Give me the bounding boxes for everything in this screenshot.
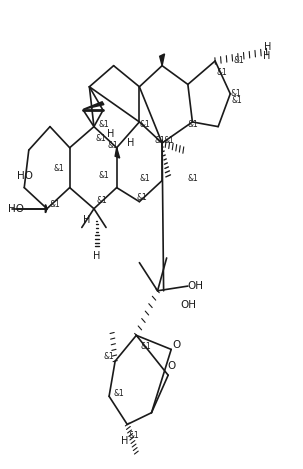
Text: OH: OH bbox=[180, 300, 196, 310]
Text: H: H bbox=[264, 42, 271, 52]
Text: &1: &1 bbox=[96, 196, 107, 205]
Text: OH: OH bbox=[188, 281, 204, 291]
Polygon shape bbox=[160, 54, 165, 66]
Text: HO: HO bbox=[8, 204, 24, 214]
Text: &1: &1 bbox=[129, 431, 139, 440]
Text: &1: &1 bbox=[98, 171, 109, 181]
Text: &1: &1 bbox=[233, 56, 244, 66]
Text: O: O bbox=[173, 340, 181, 350]
Text: &1: &1 bbox=[114, 389, 124, 399]
Text: H: H bbox=[107, 129, 114, 139]
Text: &1: &1 bbox=[108, 141, 118, 150]
Text: &1: &1 bbox=[98, 120, 109, 129]
Text: H: H bbox=[83, 215, 90, 226]
Text: &1: &1 bbox=[155, 136, 165, 145]
Text: &1: &1 bbox=[164, 136, 174, 145]
Text: HO: HO bbox=[17, 171, 33, 181]
Text: H: H bbox=[121, 436, 128, 446]
Polygon shape bbox=[115, 148, 120, 158]
Text: &1: &1 bbox=[139, 174, 150, 183]
Text: H: H bbox=[127, 138, 134, 148]
Text: &1: &1 bbox=[136, 193, 147, 203]
Polygon shape bbox=[45, 204, 47, 213]
Text: &1: &1 bbox=[231, 96, 242, 106]
Text: &1: &1 bbox=[188, 120, 198, 129]
Text: H: H bbox=[93, 251, 101, 261]
Text: &1: &1 bbox=[103, 352, 114, 361]
Text: &1: &1 bbox=[49, 200, 60, 210]
Text: &1: &1 bbox=[95, 134, 106, 143]
Text: H: H bbox=[263, 51, 270, 61]
Polygon shape bbox=[45, 205, 47, 212]
Text: &1: &1 bbox=[141, 342, 152, 351]
Text: O: O bbox=[167, 361, 175, 371]
Polygon shape bbox=[83, 102, 104, 109]
Text: &1: &1 bbox=[217, 68, 227, 77]
Text: &1: &1 bbox=[139, 120, 150, 129]
Text: &1: &1 bbox=[230, 89, 241, 98]
Text: &1: &1 bbox=[188, 174, 198, 183]
Text: &1: &1 bbox=[53, 164, 64, 174]
